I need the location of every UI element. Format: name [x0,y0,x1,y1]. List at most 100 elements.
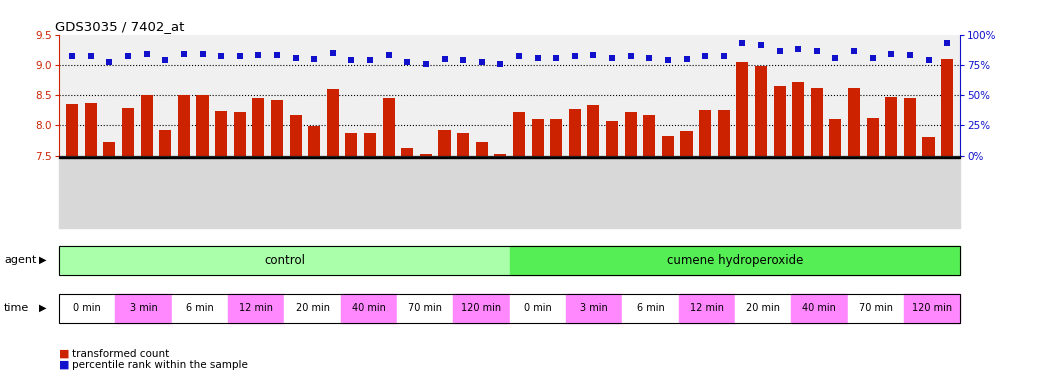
Point [64,53,81,60]
Bar [475,142,488,156]
Text: GSM184965: GSM184965 [386,160,391,204]
Point [753,42,769,48]
Point [194,51,211,57]
Bar [867,118,879,156]
Bar [457,132,469,156]
Point [827,55,844,61]
Point [734,40,750,46]
Text: GSM184947: GSM184947 [237,160,243,204]
Text: transformed count: transformed count [72,349,169,359]
Text: GSM184987: GSM184987 [720,160,727,204]
Bar [122,108,134,156]
Text: GSM184990: GSM184990 [889,160,895,204]
Point [809,48,825,55]
Text: GSM184971: GSM184971 [683,160,689,204]
Bar [550,119,563,156]
Point [82,53,99,60]
Point [269,52,285,58]
Bar [308,126,321,156]
Bar [327,89,338,156]
Bar [829,119,842,156]
Text: GSM184959: GSM184959 [479,160,485,204]
Bar [252,98,265,156]
Text: 3 min: 3 min [580,303,608,313]
Point [846,48,863,55]
Text: 120 min: 120 min [462,303,501,313]
Text: GSM184988: GSM184988 [776,160,783,204]
Text: 6 min: 6 min [636,303,664,313]
Point [604,55,621,61]
Point [175,51,192,57]
Point [101,59,117,65]
Text: GSM184968: GSM184968 [516,160,522,204]
Point [455,57,471,63]
Text: GSM184973: GSM184973 [795,160,801,204]
Text: GSM184944: GSM184944 [70,160,75,204]
Point [659,57,676,63]
Bar [346,132,357,156]
Text: GSM184967: GSM184967 [497,160,503,204]
Text: 40 min: 40 min [802,303,837,313]
Text: GSM184982: GSM184982 [870,160,876,204]
Text: GDS3035 / 7402_at: GDS3035 / 7402_at [55,20,184,33]
Point [790,46,807,52]
Point [213,53,229,60]
Point [921,57,937,63]
Bar [885,97,897,156]
Point [417,61,434,67]
Text: GSM184951: GSM184951 [460,160,466,204]
Text: GSM184964: GSM184964 [330,160,336,204]
Text: GSM184950: GSM184950 [404,160,410,204]
Bar [588,105,600,156]
Point [399,59,415,65]
Point [288,55,304,61]
Point [548,55,565,61]
Bar [848,88,861,156]
Text: ■: ■ [59,360,70,370]
Point [883,51,900,57]
Bar [402,148,413,156]
Point [492,61,509,67]
Text: GSM184963: GSM184963 [274,160,280,204]
Bar [159,129,171,156]
Point [696,53,713,60]
Text: GSM184945: GSM184945 [125,160,131,204]
Bar [923,137,934,156]
Text: GSM184989: GSM184989 [832,160,839,204]
Text: GSM184985: GSM184985 [609,160,616,204]
Bar [140,95,153,156]
Text: GSM184975: GSM184975 [907,160,912,204]
Bar [773,86,786,156]
Point [623,53,639,60]
Text: GSM184966: GSM184966 [441,160,447,204]
Text: GSM184984: GSM184984 [553,160,559,204]
Point [380,52,397,58]
Point [585,52,602,58]
Text: GSM184960: GSM184960 [107,160,112,204]
Text: control: control [264,254,305,266]
Text: 70 min: 70 min [408,303,442,313]
Text: GSM184958: GSM184958 [422,160,429,204]
Bar [383,98,394,156]
Text: GSM184956: GSM184956 [311,160,318,204]
Text: time: time [4,303,29,313]
Bar [419,154,432,156]
Point [641,55,658,61]
Text: cumene hydroperoxide: cumene hydroperoxide [666,254,803,266]
Text: GSM184972: GSM184972 [739,160,745,204]
Bar [290,115,302,156]
Point [678,56,694,62]
Text: GSM184983: GSM184983 [926,160,931,204]
Bar [85,103,97,156]
Bar [177,95,190,156]
Text: GSM184980: GSM184980 [758,160,764,204]
Text: GSM184955: GSM184955 [255,160,262,204]
Bar [196,95,209,156]
Bar [736,62,748,156]
Point [511,53,527,60]
Point [567,53,583,60]
Text: GSM184962: GSM184962 [218,160,224,204]
Text: 20 min: 20 min [296,303,330,313]
Text: ▶: ▶ [39,255,47,265]
Text: GSM184981: GSM184981 [814,160,820,204]
